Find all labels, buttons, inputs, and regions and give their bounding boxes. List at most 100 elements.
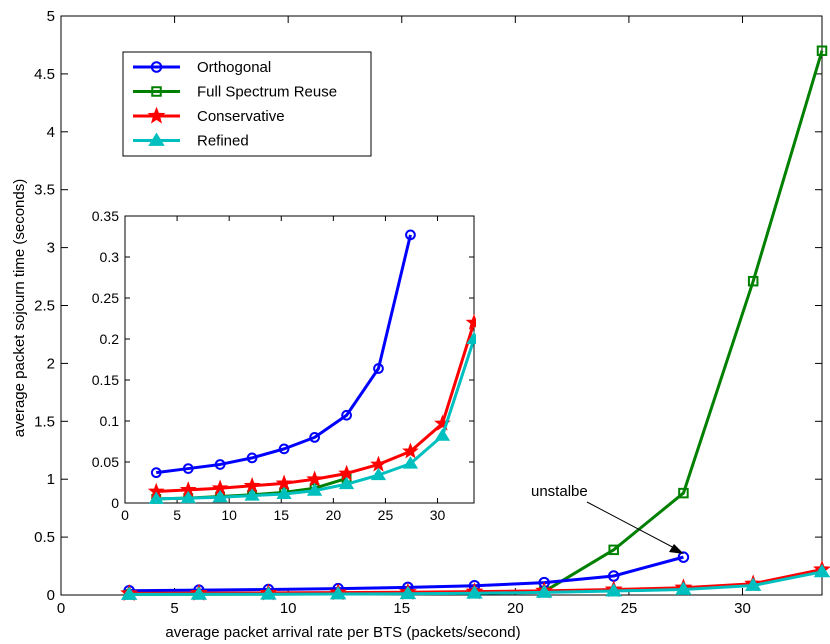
inset-data-point — [182, 463, 194, 474]
inset-data-point — [148, 491, 164, 504]
inset-frame — [124, 215, 475, 504]
inset-data-point — [402, 442, 419, 459]
inset-y-tick-label: 0.2 — [100, 331, 120, 347]
main-x-tick-label: 0 — [57, 600, 65, 617]
main-series-refined — [120, 563, 830, 600]
legend-label: Orthogonal — [197, 59, 271, 76]
unstable-annotation: unstalbe — [531, 483, 684, 554]
inset-data-point — [278, 443, 290, 455]
legend-item-refined: Refined — [133, 133, 249, 150]
legend: Orthogonal Full Spectrum Reuse Conservativ… — [122, 51, 372, 157]
main-data-point — [675, 581, 692, 595]
inset-y-tick-label: 0.05 — [92, 454, 119, 470]
inset-data-point — [246, 452, 258, 464]
main-y-tick-label: 0 — [47, 587, 55, 604]
legend-swatch-marker — [151, 86, 162, 97]
main-y-tick-label: 4 — [47, 124, 55, 141]
legend-item-orthogonal: Orthogonal — [133, 59, 271, 76]
main-data-point — [608, 544, 619, 556]
inset-y-tick-label: 0.35 — [92, 208, 119, 224]
inset-data-point — [370, 467, 387, 481]
inset-data-point — [214, 459, 226, 470]
legend-item-full-spectrum-reuse: Full Spectrum Reuse — [133, 84, 337, 101]
inset-data-point — [373, 363, 384, 374]
main-data-point — [677, 551, 690, 563]
inset-series-refined — [148, 331, 476, 504]
inset-data-point — [338, 476, 355, 490]
main-data-point — [744, 577, 762, 591]
inset-data-point — [370, 455, 387, 472]
inset-series-conservative — [147, 313, 476, 499]
main-plot-lines — [120, 45, 830, 602]
main-data-point — [605, 583, 622, 597]
inset-data-point — [306, 483, 323, 496]
legend-swatch-marker — [147, 106, 166, 124]
inset-y-tick-label: 0.3 — [100, 249, 120, 265]
inset-x-tick-label: 15 — [273, 507, 289, 523]
annotation-arrow-line — [586, 501, 681, 552]
main-data-point — [120, 586, 138, 600]
inset-data-point — [212, 489, 228, 503]
main-data-point — [816, 45, 828, 56]
inset-data-point — [466, 331, 476, 345]
main-data-point — [190, 586, 208, 600]
legend-box — [122, 51, 372, 157]
main-y-tick-label: 4.5 — [34, 66, 55, 83]
main-data-point — [813, 563, 830, 578]
inset-data-point — [150, 467, 162, 479]
main-y-tick-label: 3.5 — [34, 182, 55, 199]
main-x-tick-label: 5 — [170, 600, 178, 617]
main-data-point — [678, 487, 689, 499]
main-y-tick-label: 0.5 — [34, 529, 55, 546]
inset-plot-lines — [147, 229, 476, 504]
inset-data-point — [306, 470, 323, 487]
inset-x-tick-label: 20 — [326, 507, 342, 523]
legend-label: Conservative — [197, 108, 285, 125]
main-x-tick-label: 30 — [734, 600, 751, 617]
inset-x-tick-label: 10 — [221, 507, 237, 523]
inset-x-tick-label: 0 — [121, 507, 129, 523]
main-x-tick-label: 25 — [621, 600, 638, 617]
legend-item-conservative: Conservative — [133, 106, 285, 125]
inset-y-tick-label: 0.15 — [92, 372, 119, 388]
inset-x-tick-label: 5 — [173, 507, 181, 523]
inset-data-point — [405, 229, 416, 241]
inset-x-tick-label: 30 — [430, 507, 446, 523]
inset-series-orthogonal — [150, 229, 416, 479]
inset-data-point — [465, 313, 476, 330]
inset-x-tick-label: 25 — [378, 507, 394, 523]
main-x-tick-label: 20 — [507, 600, 524, 617]
inset-series-line — [156, 234, 412, 475]
main-y-tick-label: 5 — [47, 8, 55, 25]
main-y-tick-label: 2 — [47, 355, 55, 372]
main-data-point — [535, 584, 553, 598]
main-data-point — [260, 586, 277, 600]
annotation-text: unstalbe — [531, 483, 588, 500]
inset-data-point — [244, 488, 260, 501]
inset-y-tick-label: 0.25 — [92, 290, 119, 306]
legend-swatch-marker — [148, 132, 165, 146]
inset-data-point — [276, 486, 292, 499]
inset-y-tick-label: 0.1 — [100, 413, 120, 429]
inset-data-point — [402, 456, 419, 469]
main-y-tick-label: 1 — [47, 471, 55, 488]
main-x-tick-label: 15 — [393, 600, 410, 617]
main-y-tick-label: 1.5 — [34, 413, 55, 430]
inset-y-tick-label: 0 — [111, 495, 119, 511]
main-data-point — [747, 275, 759, 287]
inset-data-point — [338, 464, 355, 481]
main-data-point — [329, 586, 347, 600]
inset-data-point — [341, 409, 352, 421]
main-y-tick-label: 2.5 — [34, 298, 55, 315]
inset-data-point — [180, 490, 196, 504]
main-data-point — [399, 585, 417, 600]
inset-axes: 0 5 10 15 20 25 30 0 0.05 0.1 0.15 0.2 0.25 0.3 0.35 — [92, 208, 475, 523]
legend-label: Refined — [197, 133, 249, 150]
legend-swatch-marker — [150, 61, 163, 73]
inset-data-point — [275, 474, 293, 491]
inset-data-point — [434, 428, 451, 441]
main-y-tick-label: 3 — [47, 240, 55, 257]
y-axis-label: average packet sojourn time (seconds) — [11, 179, 28, 437]
legend-label: Full Spectrum Reuse — [197, 84, 337, 101]
main-x-tick-label: 10 — [280, 600, 297, 617]
